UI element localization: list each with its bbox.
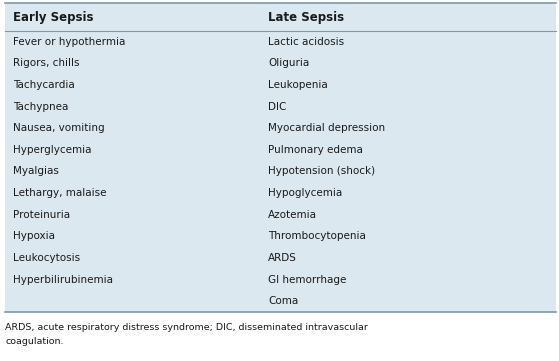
Text: Fever or hypothermia: Fever or hypothermia (13, 37, 126, 47)
Text: Nausea, vomiting: Nausea, vomiting (13, 123, 105, 133)
Text: ARDS: ARDS (268, 253, 297, 263)
Text: Azotemia: Azotemia (268, 210, 318, 220)
Text: Leukopenia: Leukopenia (268, 80, 328, 90)
Text: GI hemorrhage: GI hemorrhage (268, 275, 347, 284)
Text: Proteinuria: Proteinuria (13, 210, 70, 220)
Text: Pulmonary edema: Pulmonary edema (268, 145, 363, 155)
Text: Early Sepsis: Early Sepsis (13, 10, 94, 23)
Text: Rigors, chills: Rigors, chills (13, 58, 80, 69)
Text: Hypoxia: Hypoxia (13, 231, 55, 242)
Text: DIC: DIC (268, 102, 287, 112)
Text: Hypotension (shock): Hypotension (shock) (268, 166, 376, 177)
Text: Hypoglycemia: Hypoglycemia (268, 188, 343, 198)
Text: coagulation.: coagulation. (5, 337, 64, 346)
FancyBboxPatch shape (5, 3, 556, 312)
Text: Thrombocytopenia: Thrombocytopenia (268, 231, 366, 242)
Text: Lactic acidosis: Lactic acidosis (268, 37, 344, 47)
Text: Hyperglycemia: Hyperglycemia (13, 145, 92, 155)
Text: ARDS, acute respiratory distress syndrome; DIC, disseminated intravascular: ARDS, acute respiratory distress syndrom… (5, 323, 368, 332)
Text: Coma: Coma (268, 296, 299, 306)
Text: Tachypnea: Tachypnea (13, 102, 69, 112)
Text: Lethargy, malaise: Lethargy, malaise (13, 188, 107, 198)
Text: Oliguria: Oliguria (268, 58, 310, 69)
Text: Hyperbilirubinemia: Hyperbilirubinemia (13, 275, 113, 284)
Text: Myocardial depression: Myocardial depression (268, 123, 386, 133)
Text: Myalgias: Myalgias (13, 166, 59, 177)
Text: Tachycardia: Tachycardia (13, 80, 75, 90)
Text: Leukocytosis: Leukocytosis (13, 253, 80, 263)
Text: Late Sepsis: Late Sepsis (268, 10, 344, 23)
